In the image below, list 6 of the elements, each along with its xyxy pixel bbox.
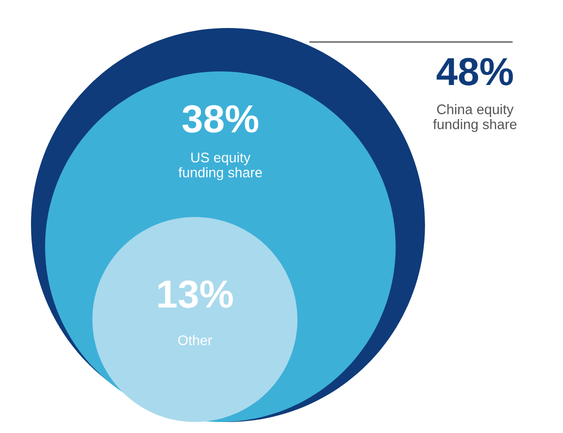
data-label: 48% (436, 58, 513, 86)
data-label: 13% (158, 280, 233, 308)
data-label: 38% (182, 105, 258, 133)
category-label: Other (178, 335, 212, 346)
category-label: US equity funding share (178, 152, 262, 180)
category-label: China equity funding share (433, 104, 516, 132)
